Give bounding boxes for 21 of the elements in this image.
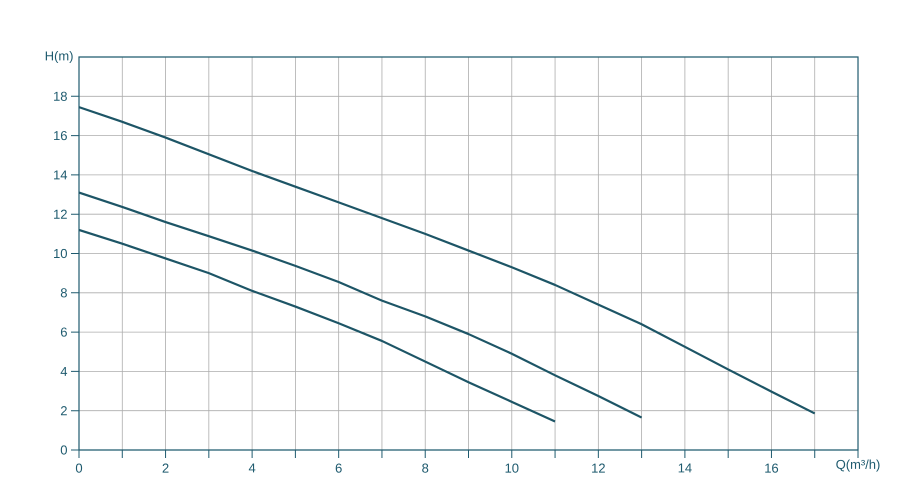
y-tick-label: 2 xyxy=(60,406,67,416)
y-tick-label: 16 xyxy=(54,131,67,140)
y-tick-label: 8 xyxy=(60,288,67,298)
y-tick-label: 0 xyxy=(60,445,67,455)
x-tick-label: 14 xyxy=(678,464,692,472)
x-tick-label: 4 xyxy=(248,464,256,472)
x-tick-label: 10 xyxy=(506,464,518,473)
x-tick-label: 16 xyxy=(765,464,778,473)
y-axis-title: H(m) xyxy=(46,50,73,64)
y-tick-label: 10 xyxy=(54,248,67,258)
y-tick-label: 14 xyxy=(54,170,68,180)
y-tick-label: 6 xyxy=(60,328,67,337)
x-tick-label: 6 xyxy=(336,464,342,473)
x-tick-label: 2 xyxy=(162,464,169,473)
x-axis-title: Q(m³/h) xyxy=(836,460,880,472)
x-tick-label: 8 xyxy=(422,464,428,473)
y-tick-label: 12 xyxy=(54,210,67,219)
x-tick-label: 0 xyxy=(76,464,82,473)
y-tick-label: 18 xyxy=(54,92,67,101)
x-tick-label: 12 xyxy=(592,464,605,473)
y-tick-label: 4 xyxy=(60,366,68,376)
